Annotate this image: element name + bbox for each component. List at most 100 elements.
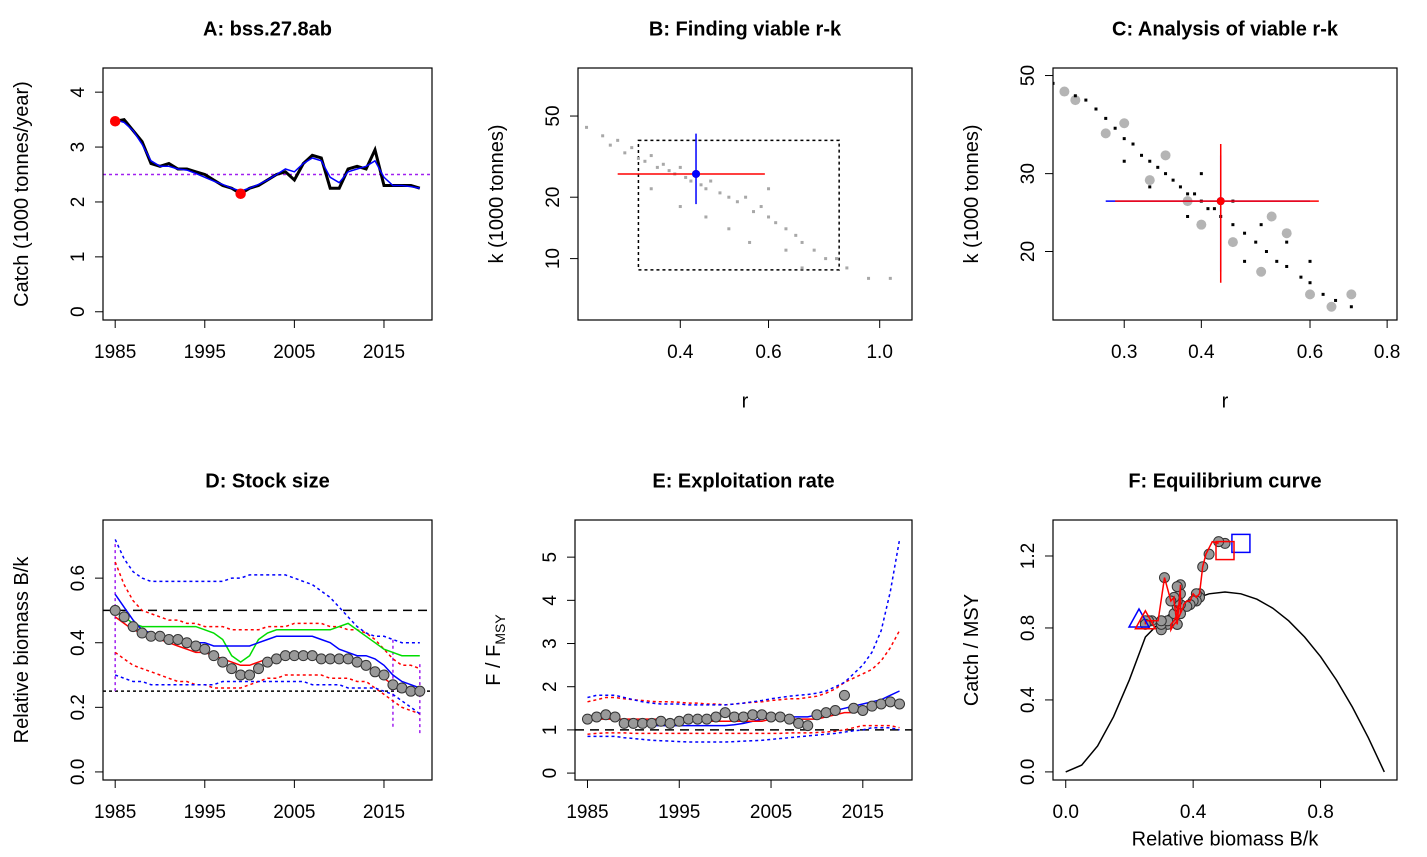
series-line [114, 674, 421, 715]
data-point [1305, 289, 1316, 300]
plot-frame [1052, 519, 1398, 781]
data-point [689, 179, 693, 183]
x-tick-label: 0.6 [755, 342, 781, 363]
data-point [1094, 107, 1098, 111]
data-point [1186, 192, 1190, 196]
data-point [835, 257, 839, 261]
data-point [752, 210, 756, 214]
y-tick-label: 2 [540, 681, 561, 692]
panel-title: D: Stock size [205, 470, 329, 492]
data-point [1131, 142, 1135, 146]
data-point [609, 711, 621, 723]
data-point [800, 266, 804, 270]
x-tick-label: 0.6 [1297, 342, 1323, 363]
data-point [767, 187, 771, 191]
x-axis-title: r [1222, 390, 1229, 412]
data-point [710, 711, 722, 723]
data-point [867, 276, 871, 280]
x-tick-label: 0.8 [1307, 802, 1333, 823]
y-tick-label: 0.6 [68, 565, 89, 591]
data-point [585, 125, 589, 129]
data-point [838, 689, 850, 701]
data-point [1148, 159, 1152, 163]
marker [109, 116, 121, 127]
y-axis-title: Relative biomass B/k [11, 556, 33, 744]
data-point [888, 276, 892, 280]
y-tick-label: 30 [1018, 163, 1039, 184]
series-line [587, 539, 901, 706]
y-tick-label: 0.0 [68, 759, 89, 785]
data-point [1285, 264, 1289, 268]
panel-title: F: Equilibrium curve [1128, 470, 1321, 492]
x-tick-label: 2005 [273, 342, 315, 363]
data-point [774, 711, 786, 723]
panel-title: B: Finding viable r-k [649, 18, 842, 40]
data-point [727, 195, 731, 199]
data-point [1104, 116, 1108, 120]
data-point [664, 717, 676, 729]
data-point [718, 191, 722, 195]
data-point [630, 146, 634, 150]
y-tick-label: 4 [68, 86, 89, 97]
data-point [709, 179, 713, 183]
data-point [643, 159, 647, 163]
plot-frame [102, 67, 433, 321]
y-axis-title-main: k (1000 tonnes) [486, 125, 508, 264]
data-point [783, 713, 795, 725]
data-point [1227, 237, 1238, 248]
data-point [1212, 207, 1216, 211]
data-point [217, 656, 229, 668]
estimate-point [1216, 197, 1225, 206]
data-point [1070, 95, 1081, 106]
series-line [114, 616, 420, 692]
series-line [587, 724, 900, 735]
data-point [1243, 259, 1247, 263]
y-axis-title-main: Relative biomass B/k [11, 556, 33, 744]
data-point [1164, 172, 1168, 176]
x-tick-label: 1985 [94, 342, 136, 363]
data-point [748, 240, 752, 244]
data-point [646, 717, 658, 729]
data-point [747, 709, 759, 721]
x-tick-label: 1995 [184, 342, 226, 363]
y-axis-title-main: F / F [483, 645, 505, 686]
data-point [673, 715, 685, 727]
panel: F: Equilibrium curve 0.0 0.4 0.8 0.0 0.4 0.8 1.… [961, 470, 1398, 850]
data-point [678, 205, 682, 209]
data-point [414, 685, 426, 697]
data-point [1308, 259, 1312, 263]
data-point [1206, 207, 1210, 211]
data-point [1073, 94, 1077, 98]
data-point [682, 713, 694, 725]
y-tick-label: 0.2 [68, 694, 89, 720]
data-point [1144, 175, 1155, 186]
data-point [884, 696, 896, 708]
x-tick-label: 0.4 [1188, 342, 1215, 363]
data-point [627, 717, 639, 729]
data-point [1334, 298, 1338, 302]
data-point [866, 700, 878, 712]
data-point [1122, 159, 1126, 163]
data-point [1243, 231, 1247, 235]
plot-area [1053, 81, 1357, 312]
data-point [1281, 228, 1292, 239]
x-tick-label: 0.4 [1180, 802, 1207, 823]
data-point [1349, 305, 1353, 309]
data-point [759, 205, 763, 209]
data-point [360, 659, 372, 671]
y-tick-label: 4 [540, 595, 561, 606]
plot-frame [102, 519, 433, 781]
plot-area [103, 116, 432, 199]
series-line [114, 609, 420, 664]
data-point [727, 227, 731, 231]
data-point [811, 709, 823, 721]
y-axis-title-sub: MSY [492, 614, 508, 645]
data-point [784, 227, 788, 231]
data-point [1254, 240, 1258, 244]
y-tick-label: 0.8 [1018, 615, 1039, 641]
data-point [802, 720, 814, 732]
y-axis-title: Catch (1000 tonnes/year) [11, 81, 33, 307]
data-point [1140, 153, 1144, 157]
data-point [655, 715, 667, 727]
